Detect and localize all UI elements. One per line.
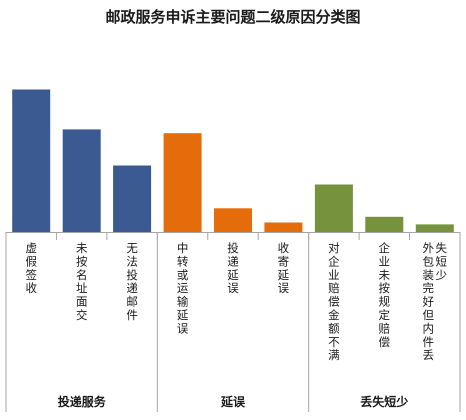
- bar-6: [264, 222, 303, 232]
- bar-4: [163, 133, 202, 232]
- bar-8: [365, 216, 404, 232]
- category-label: 收寄延误: [278, 241, 290, 295]
- chart-title: 邮政服务申诉主要问题二级原因分类图: [105, 8, 360, 26]
- bar-2: [62, 129, 101, 232]
- category-label: 未按名址面交: [76, 241, 88, 322]
- group-labels: 投递服务 延误 丢失短少: [58, 394, 409, 409]
- bar-1: [12, 89, 51, 232]
- group-label: 投递服务: [58, 394, 107, 409]
- group-label: 丢失短少: [360, 394, 408, 409]
- bars-layer: [12, 89, 454, 233]
- category-label: 外包装完好但内件丢失短少: [423, 241, 448, 362]
- x-axis: [5, 232, 461, 412]
- category-label: 投递延误: [227, 241, 239, 295]
- group-label: 延误: [220, 394, 246, 409]
- category-label: 中转或运输延误: [177, 241, 189, 335]
- category-label: 对企业赔偿金额不满: [328, 241, 340, 362]
- category-label: 企业未按规定赔偿: [379, 241, 391, 349]
- category-label: 无法投递邮件: [126, 241, 138, 322]
- category-labels: 虚假签收 未按名址面交 无法投递邮件 中转或运输延误 投递延误 收寄延误 对企业赔偿金额不满…: [25, 241, 447, 362]
- bar-9: [415, 224, 454, 232]
- bar-7: [314, 184, 353, 232]
- bar-5: [214, 208, 252, 233]
- category-label: 虚假签收: [25, 241, 37, 295]
- bar-3: [113, 165, 152, 232]
